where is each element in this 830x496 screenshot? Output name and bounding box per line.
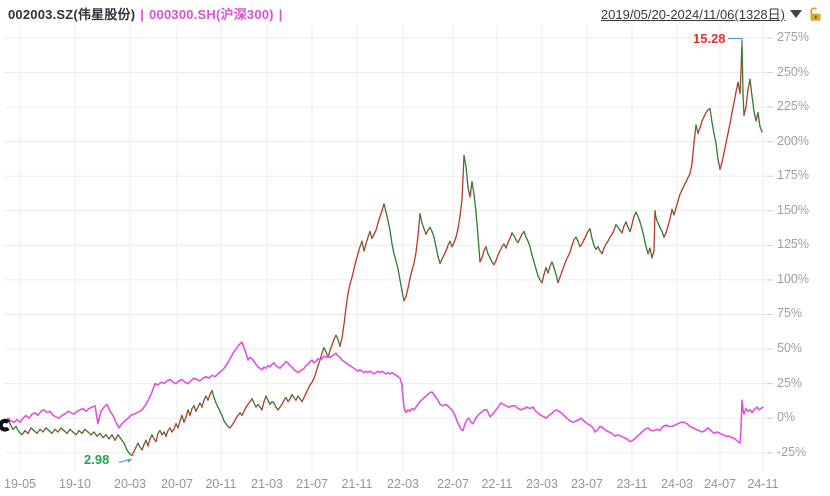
x-axis-label: 23-11 [616,477,648,491]
y-axis-label: 125% [777,237,809,252]
date-range-selector[interactable]: 2019/05/20-2024/11/06(1328日) [600,7,785,22]
x-axis-label: 24-07 [704,477,736,491]
grid-lines [4,24,773,472]
legend-separator: | [140,7,145,22]
x-axis-label: 21-03 [251,477,283,491]
x-axis-label: 24-11 [747,477,779,491]
x-axis-label: 23-03 [526,477,558,491]
y-axis-label: 0% [777,410,796,425]
period-high-pointer [728,37,743,46]
x-axis-label: 19-10 [59,477,91,491]
x-axis-label: 22-11 [481,477,513,491]
x-axis-label: 19-05 [4,477,36,491]
y-axis-label: 275% [777,29,809,44]
x-axis-label: 21-07 [296,477,328,491]
legend-separator-trailing: | [278,7,283,22]
series-index [7,341,764,444]
y-axis-label: 25% [777,375,803,390]
y-axis-label: 75% [777,306,803,321]
y-axis-label: 100% [777,271,809,286]
series-start-marker [0,418,12,432]
y-axis-label: 175% [777,168,809,183]
y-axis-label: -25% [777,444,807,459]
y-axis-label: 225% [777,99,809,114]
legend-item-stock[interactable]: 002003.SZ(伟星股份) [8,7,136,22]
period-low-arrowhead [126,458,133,463]
y-axis-label: 250% [777,64,809,79]
x-axis-label: 22-07 [437,477,469,491]
date-range-controls: 2019/05/20-2024/11/06(1328日) [601,4,824,23]
y-axis-label: 50% [777,341,803,356]
y-axis-label: 150% [777,202,809,217]
dropdown-triangle-icon[interactable] [790,9,802,18]
x-axis-label: 20-07 [161,477,193,491]
high-annotation-label: 15.28 [693,31,726,46]
y-axis-label: 200% [777,133,809,148]
x-axis-label: 24-03 [661,477,693,491]
legend-item-index[interactable]: 000300.SH(沪深300) [149,7,274,22]
x-axis-label: 21-11 [341,477,373,491]
x-axis-label: 22-03 [387,477,419,491]
legend[interactable]: 002003.SZ(伟星股份) | 000300.SH(沪深300) | [8,4,288,23]
x-axis-label: 20-03 [114,477,146,491]
series-stock [7,40,763,457]
x-axis-label: 23-07 [571,477,603,491]
x-axis-label: 20-11 [205,477,237,491]
unlock-icon[interactable] [807,6,824,22]
low-annotation-label: 2.98 [84,452,110,467]
